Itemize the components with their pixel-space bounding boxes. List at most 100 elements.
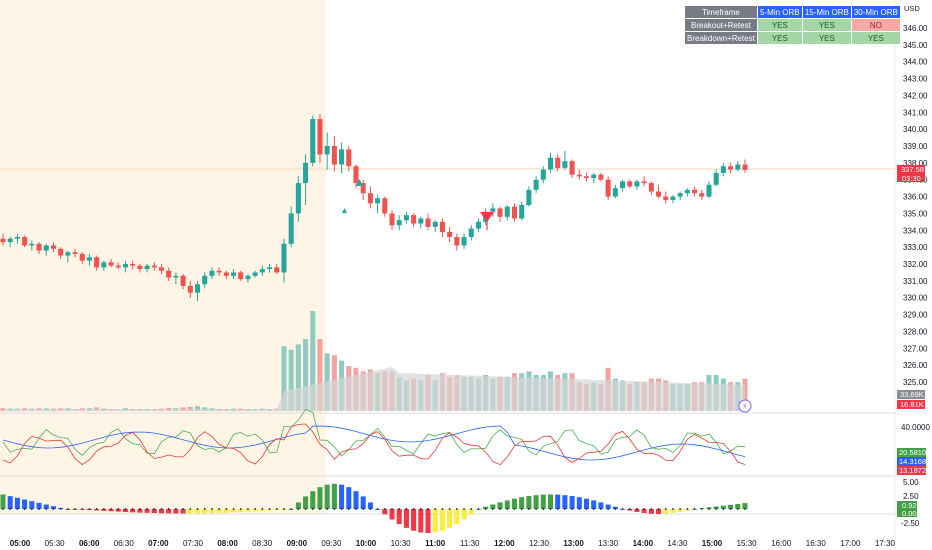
candle-body[interactable] (699, 193, 705, 197)
candle-body[interactable] (519, 205, 525, 219)
candle-body[interactable] (641, 181, 647, 184)
candle-body[interactable] (94, 257, 100, 268)
candle-body[interactable] (692, 189, 698, 194)
candle-body[interactable] (158, 267, 165, 271)
candle-body[interactable] (367, 193, 373, 204)
candle-body[interactable] (656, 191, 662, 197)
candle-body[interactable] (360, 183, 366, 194)
flash-icon[interactable] (738, 399, 752, 413)
time-axis[interactable]: 05:00 05:30 06:00 06:30 07:00 07:30 08:00 08:30… (10, 539, 896, 548)
candle-body[interactable] (547, 157, 554, 170)
candle-body[interactable] (86, 257, 92, 261)
candle-body[interactable] (187, 285, 193, 293)
candle-body[interactable] (122, 264, 128, 268)
candle-body[interactable] (583, 176, 590, 179)
candle-body[interactable] (231, 272, 237, 276)
candle-body[interactable] (137, 265, 143, 270)
candle-body[interactable] (252, 272, 258, 276)
candle-body[interactable] (403, 215, 409, 221)
candle-body[interactable] (22, 237, 28, 246)
candle-body[interactable] (706, 184, 712, 197)
candle-body[interactable] (389, 213, 395, 226)
candle-body[interactable] (180, 275, 186, 286)
candle-body[interactable] (742, 164, 748, 170)
candle-body[interactable] (684, 189, 690, 194)
candle-body[interactable] (569, 161, 575, 175)
candle-body[interactable] (144, 265, 150, 270)
candle-body[interactable] (50, 245, 56, 249)
candle-body[interactable] (353, 166, 359, 184)
candle-body[interactable] (223, 272, 229, 276)
candle-body[interactable] (648, 183, 654, 192)
candle-body[interactable] (65, 252, 71, 256)
candle-body[interactable] (663, 196, 669, 200)
candle-body[interactable] (43, 245, 49, 251)
candle-body[interactable] (461, 237, 467, 246)
candle-body[interactable] (591, 174, 597, 179)
candlesticks[interactable] (0, 113, 748, 302)
candle-body[interactable] (115, 265, 121, 268)
candle-body[interactable] (274, 267, 280, 273)
candle-body[interactable] (382, 198, 388, 214)
candle-body[interactable] (202, 275, 208, 285)
candle-body[interactable] (194, 284, 201, 293)
candle-body[interactable] (555, 157, 561, 168)
candle-body[interactable] (598, 174, 604, 180)
candle-body[interactable] (281, 243, 287, 273)
candle-body[interactable] (670, 196, 676, 200)
candle-body[interactable] (713, 172, 719, 185)
candle-body[interactable] (331, 146, 337, 165)
candle-body[interactable] (504, 206, 510, 217)
candle-body[interactable] (447, 231, 453, 238)
candle-body[interactable] (526, 189, 532, 205)
candle-body[interactable] (562, 161, 568, 168)
candle-body[interactable] (288, 213, 294, 244)
candle-body[interactable] (576, 174, 582, 177)
candle-body[interactable] (36, 243, 42, 251)
candle-body[interactable] (108, 262, 114, 266)
candle-body[interactable] (216, 270, 222, 273)
candle-body[interactable] (677, 193, 683, 197)
candle-body[interactable] (259, 269, 265, 273)
candle-body[interactable] (245, 275, 251, 280)
candle-body[interactable] (540, 169, 546, 180)
candle-body[interactable] (72, 252, 78, 254)
price-axis[interactable]: 346.00 345.00 344.00 343.00 342.00 341.00 340.… (903, 24, 928, 387)
candle-body[interactable] (468, 228, 474, 238)
candle-body[interactable] (7, 238, 13, 243)
candle-body[interactable] (475, 221, 481, 229)
candle-body[interactable] (238, 272, 244, 280)
candle-body[interactable] (14, 237, 20, 239)
candle-body[interactable] (432, 221, 438, 227)
candle-body[interactable] (511, 206, 517, 219)
candle-body[interactable] (29, 243, 35, 246)
candle-body[interactable] (303, 162, 309, 184)
candle-body[interactable] (166, 270, 172, 278)
candle-body[interactable] (605, 179, 611, 197)
candle-body[interactable] (735, 164, 741, 170)
candle-body[interactable] (173, 275, 179, 278)
candle-body[interactable] (346, 149, 352, 167)
candle-body[interactable] (130, 264, 136, 266)
candle-body[interactable] (612, 188, 618, 197)
candle-body[interactable] (209, 270, 215, 276)
candle-body[interactable] (375, 198, 381, 204)
candle-body[interactable] (317, 119, 323, 155)
candle-body[interactable] (151, 265, 157, 268)
candle-body[interactable] (720, 166, 726, 173)
candle-body[interactable] (490, 208, 496, 212)
candle-body[interactable] (295, 183, 301, 214)
candle-body[interactable] (533, 179, 539, 190)
candle-body[interactable] (634, 181, 640, 187)
candle-body[interactable] (79, 253, 85, 261)
candle-body[interactable] (627, 181, 633, 187)
candle-body[interactable] (101, 262, 107, 268)
candle-body[interactable] (418, 218, 424, 224)
candle-body[interactable] (339, 149, 345, 165)
candle-body[interactable] (411, 215, 417, 224)
candle-body[interactable] (267, 267, 273, 270)
candle-body[interactable] (310, 119, 316, 163)
candle-body[interactable] (497, 208, 503, 217)
candle-body[interactable] (396, 220, 402, 226)
